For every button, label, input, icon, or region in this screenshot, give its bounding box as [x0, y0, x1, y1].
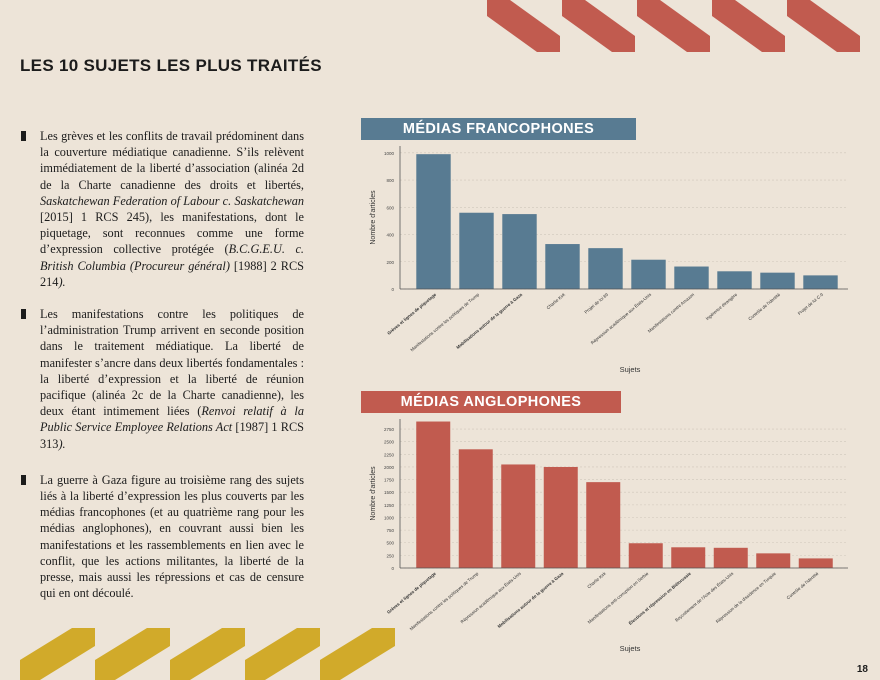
red-stripe: [787, 0, 860, 52]
y-axis-label: Nombre d'articles: [370, 190, 377, 245]
x-axis-label: Sujets: [620, 644, 641, 653]
y-axis-label: Nombre d'articles: [370, 466, 377, 521]
x-tick-label: Ingérence étrangère: [705, 292, 739, 322]
bullet-trump-protests: Les manifestations contre les politiques…: [20, 306, 304, 452]
bar: [628, 543, 663, 568]
x-tick-label: Projet de loi 89: [583, 292, 609, 315]
bar: [545, 244, 580, 289]
y-tick-label: 2000: [384, 465, 395, 470]
y-tick-label: 750: [386, 528, 394, 533]
bar: [717, 271, 752, 289]
y-tick-label: 1000: [384, 151, 395, 156]
text-column: Les grèves et les conflits de travail pr…: [20, 128, 304, 617]
yellow-stripe: [320, 628, 395, 680]
x-tick-label: Grèves et lignes de piquetage: [386, 571, 437, 615]
x-tick-label: Manifestations contre Amazon: [647, 292, 696, 334]
y-tick-label: 1000: [384, 515, 395, 520]
chart-title-anglophone: MÉDIAS ANGLOPHONES: [361, 391, 621, 413]
bar: [631, 259, 666, 289]
bar: [671, 547, 706, 568]
yellow-stripe: [20, 628, 95, 680]
bar: [416, 154, 451, 289]
yellow-stripe: [170, 628, 245, 680]
x-axis-label: Sujets: [620, 365, 641, 374]
y-tick-label: 1250: [384, 503, 395, 508]
bar: [459, 212, 494, 289]
y-tick-label: 0: [391, 287, 394, 292]
chart-francophone: 0 200 400 600 800 1000 Grèves et lignes de piq…: [370, 146, 848, 374]
y-tick-label: 2250: [384, 452, 395, 457]
x-tick-label: Projet de loi C-9: [797, 292, 825, 316]
bar: [803, 275, 838, 289]
red-stripe: [487, 0, 560, 52]
y-tick-label: 2500: [384, 440, 395, 445]
bar: [760, 272, 795, 289]
bar: [713, 547, 748, 568]
x-tick-label: Contrôle de l'identité: [747, 292, 781, 322]
y-tick-label: 200: [386, 260, 394, 265]
y-tick-label: 1500: [384, 490, 395, 495]
red-stripe: [637, 0, 710, 52]
y-tick-label: 1750: [384, 478, 395, 483]
red-stripes: [487, 0, 860, 52]
chart-anglophone: 0 250 500 750 1000 1250 1500 1750 2000 2250 2500 27…: [370, 419, 848, 653]
bar: [501, 464, 536, 568]
bar: [543, 466, 578, 568]
bar: [502, 214, 537, 289]
yellow-stripes: [20, 628, 395, 680]
bar: [416, 421, 451, 568]
bar: [674, 266, 709, 289]
x-tick-label: Grèves et lignes de piquetage: [386, 292, 437, 336]
y-tick-label: 400: [386, 233, 394, 238]
chart-title-francophone: MÉDIAS FRANCOPHONES: [361, 118, 636, 140]
bar: [458, 449, 493, 568]
y-tick-label: 500: [386, 541, 394, 546]
bullet-strikes: Les grèves et les conflits de travail pr…: [20, 128, 304, 290]
bullet-gaza: La guerre à Gaza figure au troisième ran…: [20, 472, 304, 602]
red-stripe: [712, 0, 785, 52]
y-tick-label: 250: [386, 553, 394, 558]
red-stripe: [562, 0, 635, 52]
bar: [756, 553, 791, 568]
bar: [588, 248, 623, 289]
x-tick-label: Manifestations contre les politiques de …: [409, 571, 480, 632]
page-number: 18: [856, 664, 868, 675]
y-tick-label: 600: [386, 205, 394, 210]
y-tick-label: 2750: [384, 427, 395, 432]
x-tick-label: Charlie Kirk: [546, 291, 567, 310]
x-tick-label: Mobilisations autour de la guerre à Gaza: [497, 571, 565, 629]
x-tick-label: Charlie Kirk: [586, 570, 607, 589]
x-tick-label: Contrôle de l'identité: [786, 571, 820, 601]
yellow-stripe: [245, 628, 320, 680]
bar: [586, 482, 621, 568]
page-title: LES 10 SUJETS LES PLUS TRAITÉS: [20, 56, 322, 75]
bar: [798, 558, 833, 568]
x-tick-label: Manifestations contre les politiques de …: [409, 292, 480, 353]
y-tick-label: 800: [386, 178, 394, 183]
y-tick-label: 0: [391, 566, 394, 571]
yellow-stripe: [95, 628, 170, 680]
